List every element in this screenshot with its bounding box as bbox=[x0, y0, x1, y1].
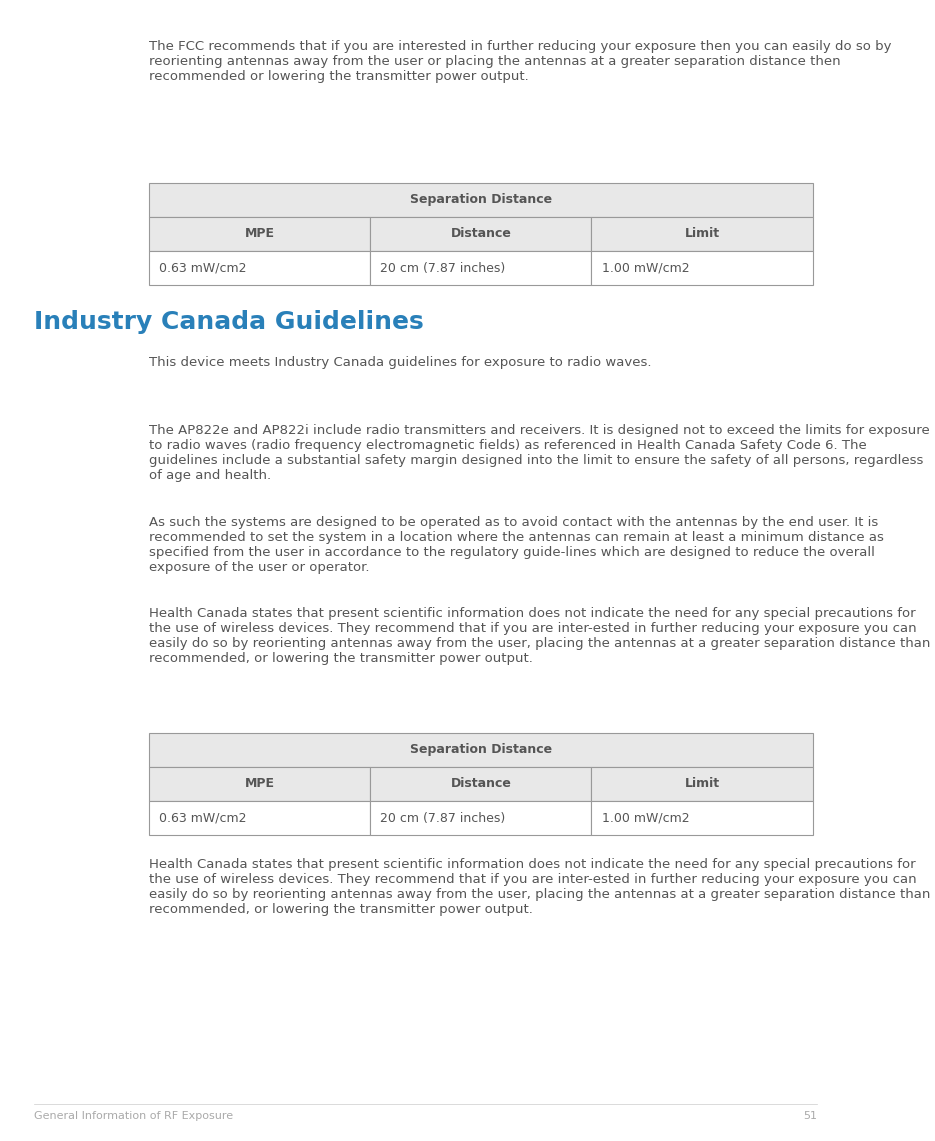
Text: 51: 51 bbox=[803, 1111, 817, 1122]
Text: General Information of RF Exposure: General Information of RF Exposure bbox=[34, 1111, 233, 1122]
Bar bbox=[370, 217, 592, 251]
Text: Distance: Distance bbox=[451, 777, 511, 791]
Text: Health Canada states that present scientific information does not indicate the n: Health Canada states that present scient… bbox=[149, 858, 930, 916]
Text: 0.63 mW/cm2: 0.63 mW/cm2 bbox=[159, 811, 247, 825]
Bar bbox=[149, 251, 370, 285]
Bar bbox=[592, 217, 813, 251]
Text: Separation Distance: Separation Distance bbox=[410, 743, 552, 756]
Text: Separation Distance: Separation Distance bbox=[410, 193, 552, 207]
Bar bbox=[592, 251, 813, 285]
Text: Limit: Limit bbox=[684, 227, 720, 241]
Text: This device meets Industry Canada guidelines for exposure to radio waves.: This device meets Industry Canada guidel… bbox=[149, 356, 652, 369]
Bar bbox=[592, 767, 813, 801]
Bar bbox=[149, 801, 370, 835]
Text: Limit: Limit bbox=[684, 777, 720, 791]
Bar bbox=[370, 251, 592, 285]
Text: Health Canada states that present scientific information does not indicate the n: Health Canada states that present scient… bbox=[149, 607, 930, 665]
Text: Distance: Distance bbox=[451, 227, 511, 241]
Text: 20 cm (7.87 inches): 20 cm (7.87 inches) bbox=[381, 261, 506, 275]
Bar bbox=[149, 767, 370, 801]
Bar bbox=[370, 801, 592, 835]
Text: 0.63 mW/cm2: 0.63 mW/cm2 bbox=[159, 261, 247, 275]
Bar bbox=[370, 767, 592, 801]
Text: As such the systems are designed to be operated as to avoid contact with the ant: As such the systems are designed to be o… bbox=[149, 516, 884, 574]
Bar bbox=[592, 801, 813, 835]
Bar bbox=[149, 217, 370, 251]
Text: The FCC recommends that if you are interested in further reducing your exposure : The FCC recommends that if you are inter… bbox=[149, 40, 891, 83]
Text: 1.00 mW/cm2: 1.00 mW/cm2 bbox=[602, 811, 689, 825]
Text: The AP822e and AP822i include radio transmitters and receivers. It is designed n: The AP822e and AP822i include radio tran… bbox=[149, 424, 929, 483]
Bar bbox=[149, 733, 813, 767]
Text: MPE: MPE bbox=[245, 777, 275, 791]
Text: 1.00 mW/cm2: 1.00 mW/cm2 bbox=[602, 261, 689, 275]
Bar bbox=[149, 183, 813, 217]
Text: 20 cm (7.87 inches): 20 cm (7.87 inches) bbox=[381, 811, 506, 825]
Text: Industry Canada Guidelines: Industry Canada Guidelines bbox=[34, 310, 424, 334]
Text: MPE: MPE bbox=[245, 227, 275, 241]
